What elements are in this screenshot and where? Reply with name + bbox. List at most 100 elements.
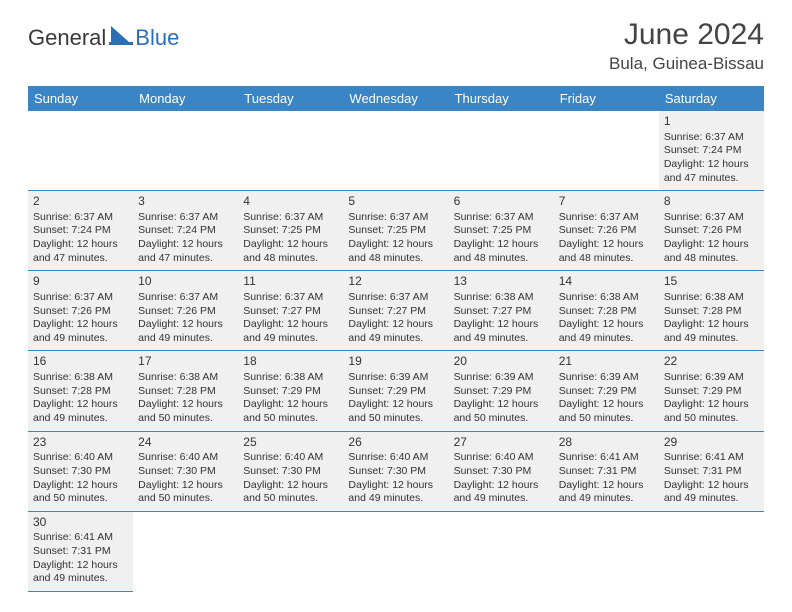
- day-number: 30: [33, 515, 128, 531]
- daylight-line: Daylight: 12 hours and 49 minutes.: [559, 479, 654, 506]
- day-number: 25: [243, 435, 338, 451]
- sunrise-line: Sunrise: 6:37 AM: [33, 291, 128, 305]
- sunset-line: Sunset: 7:28 PM: [664, 305, 759, 319]
- day-number: 16: [33, 354, 128, 370]
- sunrise-line: Sunrise: 6:40 AM: [243, 451, 338, 465]
- calendar-day-cell: 28Sunrise: 6:41 AMSunset: 7:31 PMDayligh…: [554, 431, 659, 511]
- sunrise-line: Sunrise: 6:40 AM: [454, 451, 549, 465]
- daylight-line: Daylight: 12 hours and 49 minutes.: [138, 318, 233, 345]
- sunset-line: Sunset: 7:29 PM: [348, 385, 443, 399]
- day-number: 6: [454, 194, 549, 210]
- sunrise-line: Sunrise: 6:38 AM: [138, 371, 233, 385]
- sail-icon: [109, 24, 135, 51]
- weekday-header-row: SundayMondayTuesdayWednesdayThursdayFrid…: [28, 86, 764, 111]
- day-number: 22: [664, 354, 759, 370]
- day-number: 13: [454, 274, 549, 290]
- location: Bula, Guinea-Bissau: [609, 54, 764, 74]
- day-number: 17: [138, 354, 233, 370]
- sunrise-line: Sunrise: 6:41 AM: [559, 451, 654, 465]
- day-number: 8: [664, 194, 759, 210]
- daylight-line: Daylight: 12 hours and 50 minutes.: [348, 398, 443, 425]
- day-number: 7: [559, 194, 654, 210]
- daylight-line: Daylight: 12 hours and 47 minutes.: [664, 158, 759, 185]
- sunrise-line: Sunrise: 6:37 AM: [138, 291, 233, 305]
- calendar-day-cell: 8Sunrise: 6:37 AMSunset: 7:26 PMDaylight…: [659, 191, 764, 271]
- daylight-line: Daylight: 12 hours and 47 minutes.: [138, 238, 233, 265]
- brand-part1: General: [28, 25, 106, 51]
- daylight-line: Daylight: 12 hours and 50 minutes.: [138, 398, 233, 425]
- daylight-line: Daylight: 12 hours and 48 minutes.: [559, 238, 654, 265]
- sunset-line: Sunset: 7:31 PM: [664, 465, 759, 479]
- daylight-line: Daylight: 12 hours and 48 minutes.: [243, 238, 338, 265]
- sunset-line: Sunset: 7:27 PM: [454, 305, 549, 319]
- calendar-empty-cell: [343, 511, 448, 591]
- calendar-empty-cell: [133, 111, 238, 191]
- calendar-empty-cell: [28, 111, 133, 191]
- weekday-header: Friday: [554, 86, 659, 111]
- calendar-day-cell: 11Sunrise: 6:37 AMSunset: 7:27 PMDayligh…: [238, 271, 343, 351]
- daylight-line: Daylight: 12 hours and 47 minutes.: [33, 238, 128, 265]
- sunrise-line: Sunrise: 6:39 AM: [454, 371, 549, 385]
- daylight-line: Daylight: 12 hours and 49 minutes.: [454, 479, 549, 506]
- day-number: 27: [454, 435, 549, 451]
- calendar-day-cell: 19Sunrise: 6:39 AMSunset: 7:29 PMDayligh…: [343, 351, 448, 431]
- calendar-day-cell: 26Sunrise: 6:40 AMSunset: 7:30 PMDayligh…: [343, 431, 448, 511]
- calendar-empty-cell: [449, 111, 554, 191]
- daylight-line: Daylight: 12 hours and 49 minutes.: [33, 318, 128, 345]
- calendar-day-cell: 1Sunrise: 6:37 AMSunset: 7:24 PMDaylight…: [659, 111, 764, 191]
- sunrise-line: Sunrise: 6:39 AM: [348, 371, 443, 385]
- day-number: 4: [243, 194, 338, 210]
- sunrise-line: Sunrise: 6:37 AM: [348, 211, 443, 225]
- calendar-day-cell: 5Sunrise: 6:37 AMSunset: 7:25 PMDaylight…: [343, 191, 448, 271]
- sunset-line: Sunset: 7:29 PM: [454, 385, 549, 399]
- sunset-line: Sunset: 7:29 PM: [243, 385, 338, 399]
- day-number: 5: [348, 194, 443, 210]
- calendar-week-row: 1Sunrise: 6:37 AMSunset: 7:24 PMDaylight…: [28, 111, 764, 191]
- day-number: 1: [664, 114, 759, 130]
- calendar-empty-cell: [554, 111, 659, 191]
- daylight-line: Daylight: 12 hours and 49 minutes.: [664, 318, 759, 345]
- day-number: 11: [243, 274, 338, 290]
- brand-logo: General Blue: [28, 24, 179, 51]
- calendar-day-cell: 10Sunrise: 6:37 AMSunset: 7:26 PMDayligh…: [133, 271, 238, 351]
- sunrise-line: Sunrise: 6:38 AM: [664, 291, 759, 305]
- sunrise-line: Sunrise: 6:40 AM: [348, 451, 443, 465]
- sunset-line: Sunset: 7:26 PM: [559, 224, 654, 238]
- sunrise-line: Sunrise: 6:37 AM: [138, 211, 233, 225]
- daylight-line: Daylight: 12 hours and 50 minutes.: [243, 479, 338, 506]
- sunset-line: Sunset: 7:24 PM: [664, 144, 759, 158]
- calendar-day-cell: 17Sunrise: 6:38 AMSunset: 7:28 PMDayligh…: [133, 351, 238, 431]
- calendar-empty-cell: [343, 111, 448, 191]
- weekday-header: Monday: [133, 86, 238, 111]
- calendar-day-cell: 2Sunrise: 6:37 AMSunset: 7:24 PMDaylight…: [28, 191, 133, 271]
- calendar-day-cell: 7Sunrise: 6:37 AMSunset: 7:26 PMDaylight…: [554, 191, 659, 271]
- title-block: June 2024 Bula, Guinea-Bissau: [609, 18, 764, 74]
- sunrise-line: Sunrise: 6:37 AM: [664, 211, 759, 225]
- calendar-day-cell: 13Sunrise: 6:38 AMSunset: 7:27 PMDayligh…: [449, 271, 554, 351]
- daylight-line: Daylight: 12 hours and 49 minutes.: [243, 318, 338, 345]
- calendar-day-cell: 30Sunrise: 6:41 AMSunset: 7:31 PMDayligh…: [28, 511, 133, 591]
- calendar-day-cell: 3Sunrise: 6:37 AMSunset: 7:24 PMDaylight…: [133, 191, 238, 271]
- calendar-empty-cell: [659, 511, 764, 591]
- sunrise-line: Sunrise: 6:37 AM: [559, 211, 654, 225]
- calendar-week-row: 2Sunrise: 6:37 AMSunset: 7:24 PMDaylight…: [28, 191, 764, 271]
- sunrise-line: Sunrise: 6:38 AM: [559, 291, 654, 305]
- weekday-header: Saturday: [659, 86, 764, 111]
- calendar-day-cell: 16Sunrise: 6:38 AMSunset: 7:28 PMDayligh…: [28, 351, 133, 431]
- daylight-line: Daylight: 12 hours and 50 minutes.: [454, 398, 549, 425]
- calendar-day-cell: 4Sunrise: 6:37 AMSunset: 7:25 PMDaylight…: [238, 191, 343, 271]
- sunset-line: Sunset: 7:30 PM: [33, 465, 128, 479]
- sunset-line: Sunset: 7:29 PM: [664, 385, 759, 399]
- day-number: 26: [348, 435, 443, 451]
- sunset-line: Sunset: 7:26 PM: [664, 224, 759, 238]
- day-number: 10: [138, 274, 233, 290]
- day-number: 20: [454, 354, 549, 370]
- calendar-day-cell: 6Sunrise: 6:37 AMSunset: 7:25 PMDaylight…: [449, 191, 554, 271]
- day-number: 18: [243, 354, 338, 370]
- month-title: June 2024: [609, 18, 764, 52]
- day-number: 19: [348, 354, 443, 370]
- calendar-day-cell: 29Sunrise: 6:41 AMSunset: 7:31 PMDayligh…: [659, 431, 764, 511]
- daylight-line: Daylight: 12 hours and 49 minutes.: [454, 318, 549, 345]
- sunrise-line: Sunrise: 6:40 AM: [33, 451, 128, 465]
- sunrise-line: Sunrise: 6:38 AM: [243, 371, 338, 385]
